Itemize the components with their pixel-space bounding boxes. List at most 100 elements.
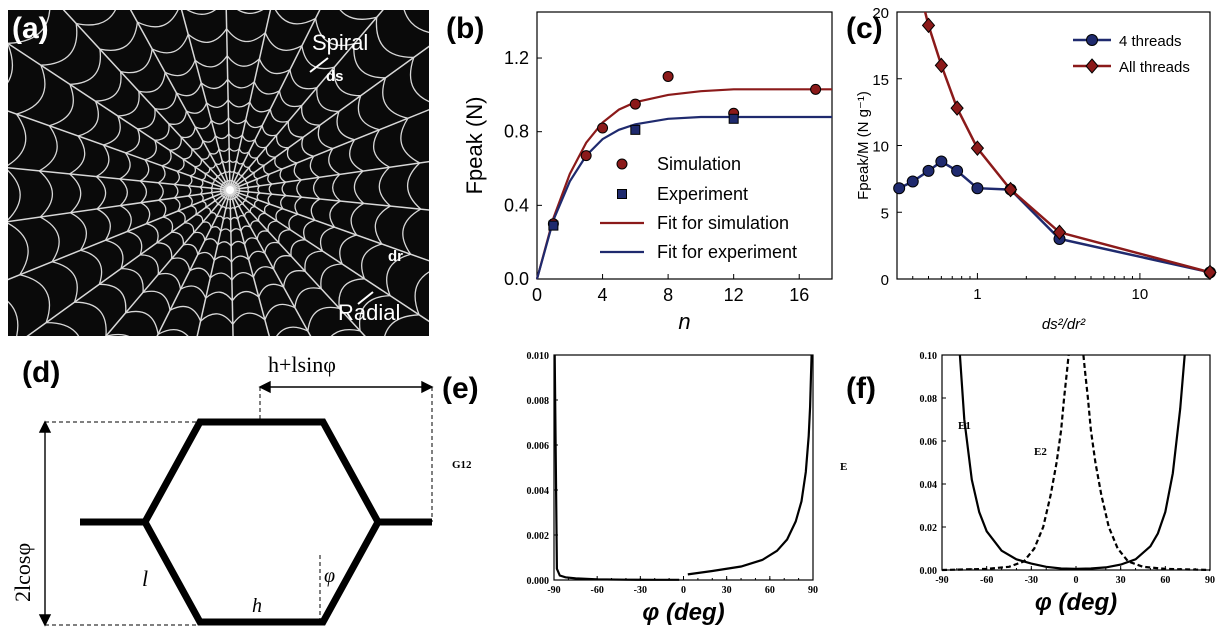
simulation-point (597, 122, 609, 134)
top-dim-arrowhead-right (421, 380, 434, 394)
radial-thread (8, 166, 231, 191)
panel-label-d: (d) (22, 356, 61, 389)
radial-thread (229, 189, 429, 262)
legend-marker (617, 189, 627, 199)
y-tick-label: 0.4 (504, 195, 529, 215)
panel-label-b: (b) (446, 12, 485, 45)
x-axis-label: φ (deg) (1035, 589, 1117, 616)
y-axis-label: Fpeak (N) (462, 97, 487, 195)
x-tick-label: -90 (547, 585, 560, 596)
simulation-point (810, 83, 822, 95)
top-dim-arrowhead-left (258, 380, 271, 394)
simulation-point (580, 150, 592, 162)
spiral-thread (173, 133, 287, 247)
all-threads-point (934, 57, 949, 74)
dr-arrow (357, 291, 374, 305)
x-tick-label: 16 (789, 285, 809, 305)
spiral-thread (8, 10, 429, 336)
spiral-thread (38, 10, 422, 336)
y-tick-label: 1.2 (504, 48, 529, 68)
spiral-thread (119, 78, 341, 302)
plot-frame (536, 11, 833, 280)
spiral-thread (199, 159, 261, 221)
x-axis-label: ds²/dr² (1042, 316, 1086, 333)
series-line (923, 12, 1210, 274)
chart-e: -90 -60 -30 0 30 60 90 0.000 0.002 0.004 0.006 0.00… (452, 351, 818, 626)
x-tick-label: 12 (724, 285, 744, 305)
y-tick-label: 0.006 (527, 441, 550, 452)
y-tick-label: 0.10 (920, 351, 938, 362)
x-tick-label: 30 (722, 585, 732, 596)
angle-phi-label: φ (324, 565, 335, 587)
dr-label: dr (388, 248, 403, 265)
four-threads-point (906, 175, 919, 188)
chart-f: -90 -60 -30 0 30 60 90 0.00 0.02 0.04 0.06 0.08 0.10… (840, 351, 1215, 616)
curve (553, 354, 680, 581)
experiment-point (630, 124, 641, 135)
experiment-point (728, 113, 739, 124)
y-tick-label: 0.0 (504, 269, 529, 289)
x-tick-label: 90 (1205, 575, 1215, 586)
x-tick-label: 60 (765, 585, 775, 596)
curve-label: E1 (958, 420, 971, 432)
spiral-thread (8, 10, 429, 336)
radial-label: Radial (338, 300, 401, 325)
x-tick-label: 1 (973, 286, 981, 303)
x-axis-label: n (678, 309, 690, 334)
radial-thread (8, 110, 231, 191)
ds-arrow (309, 57, 329, 73)
x-axis-label: φ (deg) (642, 599, 724, 626)
all-threads-point (970, 140, 985, 156)
panel-a: (a) Spiral ds dr Radial (8, 10, 429, 336)
curve (1082, 354, 1211, 572)
radial-thread (26, 189, 231, 336)
y-tick-label: 10 (872, 139, 889, 156)
legend-label: Fit for simulation (657, 213, 789, 233)
x-tick-label: -30 (1025, 575, 1038, 586)
y-tick-label: 0.00 (920, 566, 938, 577)
four-threads-point (935, 155, 948, 168)
spiral-thread (95, 55, 365, 325)
radial-thread (229, 189, 234, 336)
radial-thread (62, 10, 231, 191)
curve (958, 354, 1186, 571)
chart-c: 1 10 0 5 10 15 20 ds²/dr² Fpeak/M (N g⁻¹) 4 threa… (855, 5, 1217, 333)
x-tick-label: 0 (681, 585, 686, 596)
radial-thread (229, 189, 429, 323)
four-threads-point (951, 164, 964, 177)
four-threads-point (893, 182, 906, 195)
y-tick-label: 0.002 (527, 531, 550, 542)
y-tick-label: 0.06 (920, 437, 938, 448)
radial-thread (229, 45, 429, 191)
y-tick-label: 0.8 (504, 122, 529, 142)
legend-marker (1085, 58, 1099, 74)
radial-thread (156, 189, 231, 336)
y-tick-label: 0.000 (527, 576, 550, 587)
four-threads-point (971, 182, 984, 195)
four-threads-point (922, 164, 935, 177)
x-tick-label: 4 (598, 285, 608, 305)
radial-thread (196, 189, 231, 336)
x-tick-label: 30 (1116, 575, 1126, 586)
curve (687, 354, 813, 576)
radial-thread (229, 189, 312, 336)
spiral-thread (187, 147, 273, 233)
legend-label: Experiment (657, 184, 748, 204)
radial-thread (8, 189, 231, 223)
legend-marker (1086, 34, 1098, 46)
legend-label: Fit for experiment (657, 242, 797, 262)
y-tick-label: 0.008 (527, 396, 550, 407)
legend-label: 4 threads (1119, 33, 1182, 50)
side-dim-arrowhead-bottom (38, 614, 52, 627)
panel-label-f: (f) (846, 372, 876, 405)
y-tick-label: 0.010 (527, 351, 550, 362)
x-tick-label: -90 (935, 575, 948, 586)
all-threads-point (950, 100, 964, 116)
legend-label: Simulation (657, 154, 741, 174)
spiral-thread (69, 28, 391, 336)
x-tick-label: 0 (1074, 575, 1079, 586)
y-tick-label: 0.04 (920, 480, 938, 491)
legend-marker (616, 158, 628, 170)
experiment-point (548, 220, 559, 231)
side-dim-arrowhead-top (38, 420, 52, 433)
